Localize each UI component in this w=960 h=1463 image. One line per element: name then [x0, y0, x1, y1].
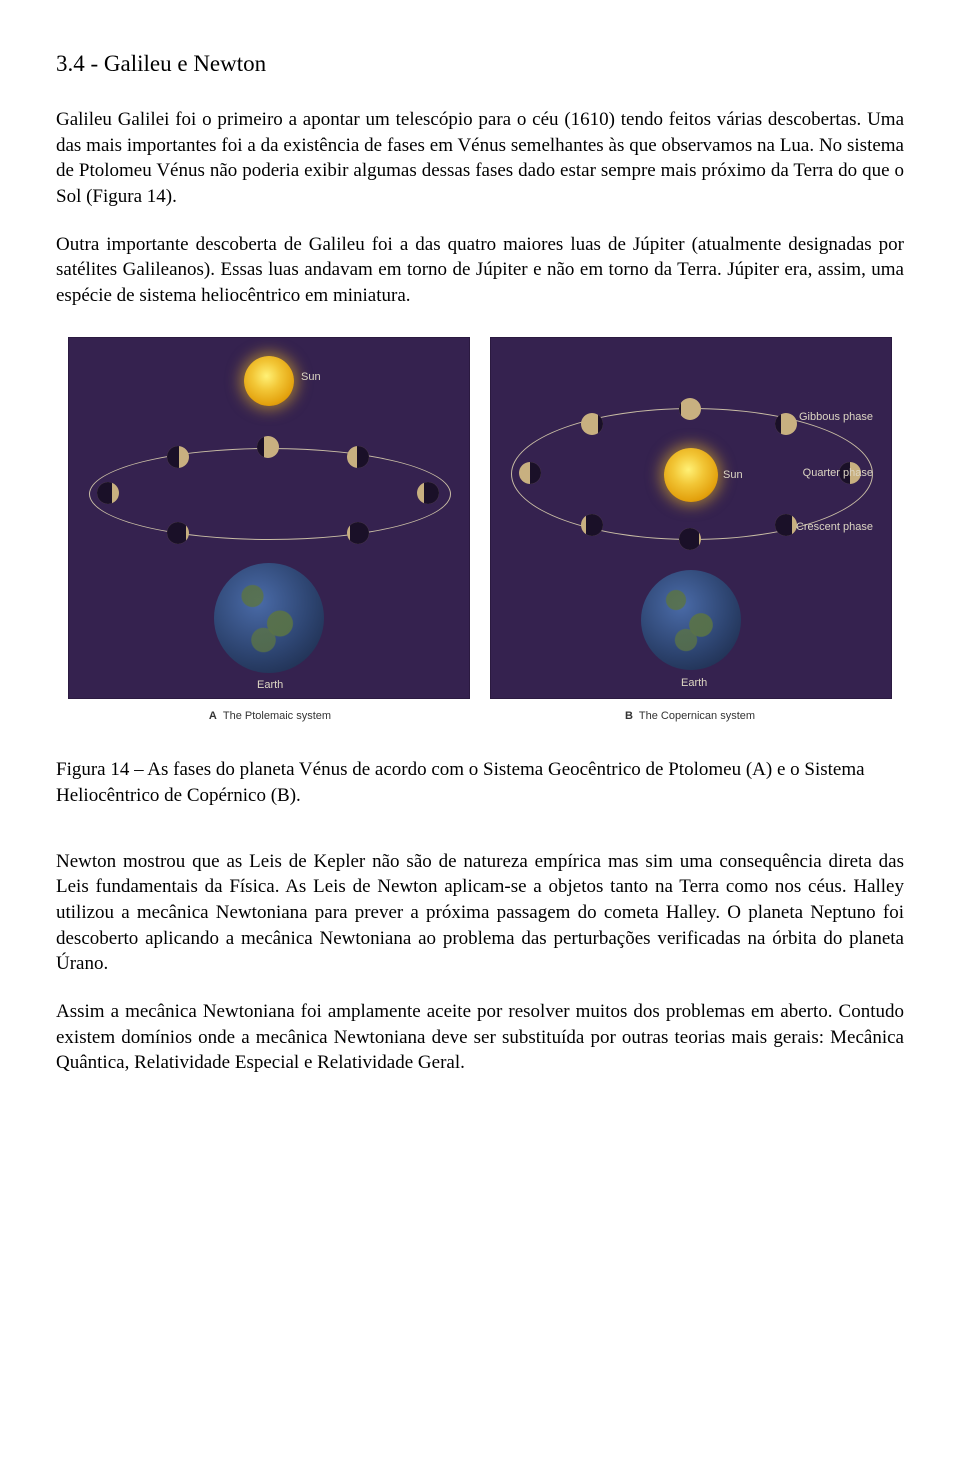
- sun-icon: [244, 356, 294, 406]
- orbit-ellipse: [89, 448, 451, 540]
- figure-14: Sun Earth Sun Gibbou: [56, 337, 904, 724]
- paragraph-3: Newton mostrou que as Leis de Kepler não…: [56, 849, 904, 977]
- figure-panel-b: Sun Gibbous phase Quarter phase Crescent…: [490, 337, 892, 699]
- gibbous-label: Gibbous phase: [799, 410, 873, 425]
- venus-phase: [347, 446, 369, 468]
- venus-phase: [775, 413, 797, 435]
- venus-phase: [775, 514, 797, 536]
- venus-phase: [257, 436, 279, 458]
- venus-phase: [347, 522, 369, 544]
- figure-caption: Figura 14 – As fases do planeta Vénus de…: [56, 757, 904, 808]
- venus-phase: [581, 413, 603, 435]
- panel-a-caption: AThe Ptolemaic system: [70, 709, 470, 724]
- sun-label: Sun: [723, 468, 743, 483]
- venus-phase: [97, 482, 119, 504]
- earth-label: Earth: [681, 676, 707, 691]
- venus-phase: [167, 522, 189, 544]
- venus-phase: [167, 446, 189, 468]
- figure-panel-a: Sun Earth: [68, 337, 470, 699]
- sun-label: Sun: [301, 370, 321, 385]
- earth-icon: [214, 563, 324, 673]
- crescent-label: Crescent phase: [796, 520, 873, 535]
- paragraph-2: Outra importante descoberta de Galileu f…: [56, 232, 904, 309]
- venus-phase: [519, 462, 541, 484]
- venus-phase: [679, 528, 701, 550]
- section-heading: 3.4 - Galileu e Newton: [56, 48, 904, 79]
- venus-phase: [581, 514, 603, 536]
- paragraph-1: Galileu Galilei foi o primeiro a apontar…: [56, 107, 904, 210]
- sun-icon: [664, 448, 718, 502]
- earth-icon: [641, 570, 741, 670]
- earth-label: Earth: [257, 678, 283, 693]
- venus-phase: [679, 398, 701, 420]
- paragraph-4: Assim a mecânica Newtoniana foi amplamen…: [56, 999, 904, 1076]
- venus-phase: [417, 482, 439, 504]
- quarter-label: Quarter phase: [803, 466, 873, 481]
- panel-b-caption: BThe Copernican system: [490, 709, 890, 724]
